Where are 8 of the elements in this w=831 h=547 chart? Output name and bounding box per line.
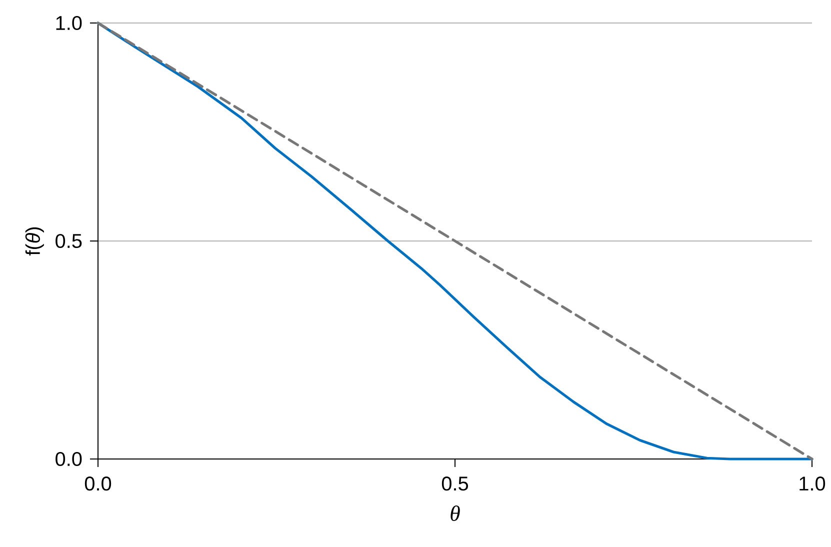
x-axis-title: θ (450, 505, 460, 522)
y-tick-label: 1.0 (56, 16, 82, 30)
x-tick-label: 0.5 (442, 476, 468, 491)
y-axis-title: f(θ) (25, 227, 44, 256)
x-tick-label: 0.0 (84, 476, 112, 491)
y-tick-label: 0.5 (56, 234, 82, 248)
x-tick-label: 1.0 (800, 476, 826, 491)
y-tick-label: 0.0 (56, 452, 82, 466)
